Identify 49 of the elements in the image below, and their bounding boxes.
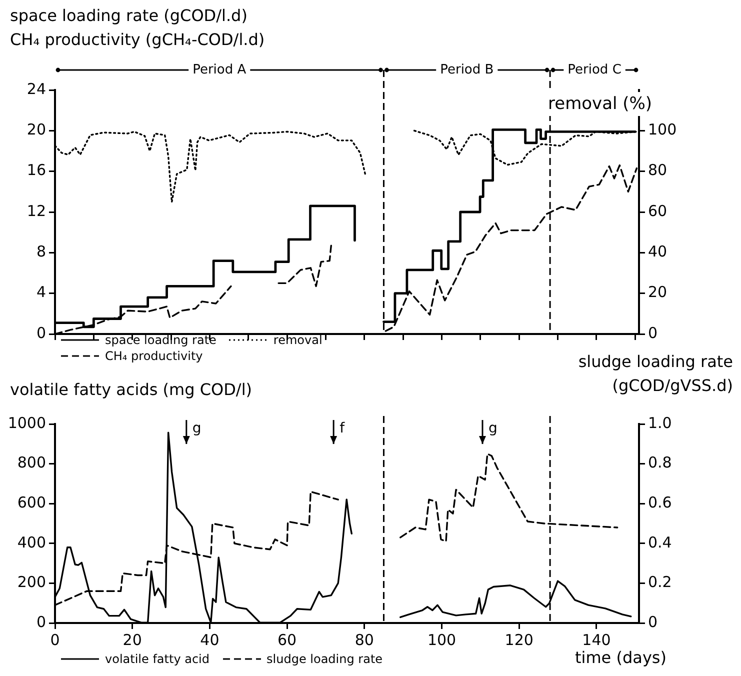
y2-tick-label: 0 bbox=[648, 324, 658, 342]
y-axis-title: volatile fatty acids (mg COD/l) bbox=[10, 379, 252, 401]
annotation: f bbox=[340, 420, 346, 437]
y-tick-label: 0 bbox=[36, 324, 46, 342]
y2-tick-label: 0.4 bbox=[648, 533, 672, 552]
y-tick-label: 800 bbox=[17, 454, 46, 472]
y-tick-label: 200 bbox=[17, 573, 46, 592]
y-tick-label: 20 bbox=[26, 120, 46, 139]
y2-axis-title: removal (%) bbox=[548, 92, 652, 116]
x-tick-label: 20 bbox=[122, 630, 142, 649]
annotation: g bbox=[488, 420, 498, 437]
legend-label: CH₄ productivity bbox=[105, 349, 203, 363]
x-tick-label: 140 bbox=[582, 630, 611, 649]
annotation: g bbox=[192, 420, 202, 437]
y2-tick-label: 0.6 bbox=[648, 493, 672, 512]
y-tick-label: 400 bbox=[17, 533, 46, 552]
y2-tick-label: 40 bbox=[648, 242, 668, 261]
y-tick-label: 24 bbox=[26, 80, 46, 98]
y-tick-label: 16 bbox=[26, 161, 46, 180]
legend-label: sludge loading rate bbox=[266, 652, 383, 666]
y2-tick-label: 0.8 bbox=[648, 454, 672, 472]
x-tick-label: 100 bbox=[427, 630, 456, 649]
text: Period C bbox=[568, 62, 622, 78]
text: Period A bbox=[192, 62, 246, 78]
y2-tick-label: 100 bbox=[648, 120, 677, 139]
y2-tick-label: 60 bbox=[648, 202, 668, 220]
y2-tick-label: 20 bbox=[648, 283, 668, 302]
y-tick-label: 600 bbox=[17, 493, 46, 512]
legend-label: volatile fatty acid bbox=[105, 652, 210, 666]
y2-tick-label: 0 bbox=[648, 612, 658, 631]
legend-label: space loading rate bbox=[105, 333, 216, 347]
y-tick-label: 0 bbox=[36, 612, 46, 631]
x-tick-label: 40 bbox=[200, 630, 220, 649]
x-tick-label: 0 bbox=[50, 630, 60, 649]
y-tick-label: 4 bbox=[36, 283, 46, 302]
y2-tick-label: 80 bbox=[648, 161, 668, 180]
x-tick-label: 120 bbox=[504, 630, 534, 649]
text: Period B bbox=[440, 62, 494, 78]
x-tick-label: 60 bbox=[278, 630, 297, 649]
y2-tick-label: 1.0 bbox=[648, 414, 672, 432]
x-axis-title: time (days) bbox=[575, 647, 666, 669]
y2-tick-label: 0.2 bbox=[648, 573, 672, 592]
x-tick-label: 80 bbox=[354, 630, 374, 649]
y-tick-label: 8 bbox=[36, 242, 46, 261]
y2-axis-title: sludge loading rate (gCOD/gVSS.d) bbox=[578, 351, 733, 397]
y-axis-title: space loading rate (gCOD/l.d) CH₄ productivity (gCH₄-COD/l.d) bbox=[10, 5, 265, 51]
y-tick-label: 1000 bbox=[8, 414, 46, 432]
legend-label: removal bbox=[273, 333, 322, 347]
y-tick-label: 12 bbox=[26, 202, 46, 220]
